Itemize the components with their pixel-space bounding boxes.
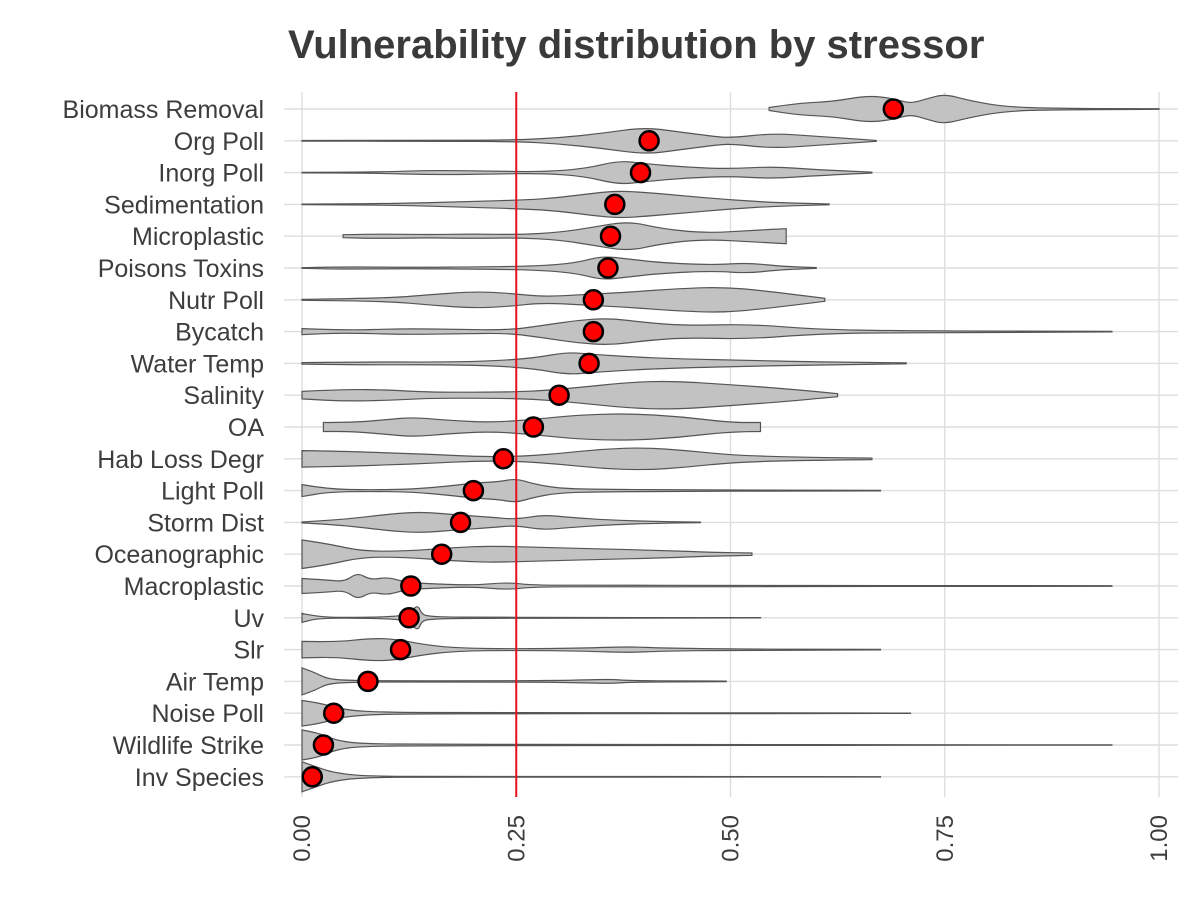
mean-point-poisons-toxins — [597, 257, 619, 279]
violin-inv-species — [301, 760, 882, 793]
category-label: Org Poll — [174, 128, 264, 156]
category-label: OA — [228, 414, 264, 442]
violin-nutr-poll — [301, 287, 826, 313]
category-label: Wildlife Strike — [113, 732, 264, 760]
category-label: Noise Poll — [151, 700, 264, 728]
category-label: Storm Dist — [147, 509, 264, 537]
mean-point-wildlife-strike — [312, 734, 335, 756]
mean-point-salinity — [548, 384, 570, 406]
category-label: Biomass Removal — [63, 96, 264, 124]
mean-point-air-temp — [357, 670, 379, 693]
violin-sedimentation — [301, 190, 830, 219]
category-label: Water Temp — [131, 350, 264, 378]
mean-point-water-temp — [578, 352, 600, 375]
mean-point-inv-species — [301, 766, 324, 788]
mean-point-macroplastic — [400, 575, 422, 597]
violin-water-temp — [301, 352, 907, 375]
category-label: Nutr Poll — [168, 287, 264, 315]
x-tick-label: 0.25 — [503, 815, 530, 862]
violin-hab-loss-degr — [301, 447, 873, 471]
category-label-layer: Biomass Removal Org Poll Inorg Poll Sedimen… — [63, 96, 265, 792]
violin-slr — [301, 638, 882, 662]
category-label: Light Poll — [161, 478, 264, 506]
category-label: Slr — [233, 637, 264, 665]
mean-point-storm-dist — [449, 511, 472, 534]
category-label: Bycatch — [175, 319, 264, 347]
x-tick-label-layer: 0.00 0.25 0.50 0.75 1.00 — [289, 815, 1173, 862]
violin-bycatch — [301, 318, 1113, 345]
violin-noise-poll — [301, 699, 912, 727]
mean-point-org-poll — [638, 130, 660, 152]
mean-point-bycatch — [582, 320, 605, 343]
mean-point-hab-loss-degr — [492, 448, 515, 470]
x-tick-label: 0.50 — [718, 815, 745, 862]
x-tick-label: 1.00 — [1146, 815, 1173, 862]
violin-macroplastic — [301, 573, 1113, 599]
category-label: Inv Species — [135, 764, 264, 792]
mean-point-biomass-removal — [882, 98, 905, 120]
violin-inorg-poll — [301, 161, 873, 185]
mean-point-oceanographic — [430, 543, 453, 565]
violin-poisons-toxins — [301, 256, 817, 280]
x-tick-label: 0.00 — [289, 815, 316, 862]
category-label: Uv — [233, 605, 264, 633]
violin-oceanographic — [301, 539, 753, 570]
violin-biomass-removal — [768, 94, 1160, 124]
category-label: Oceanographic — [94, 541, 264, 569]
violin-light-poll — [301, 478, 882, 503]
category-label: Poisons Toxins — [98, 255, 264, 283]
mean-point-light-poll — [462, 479, 485, 502]
mean-point-uv — [398, 607, 420, 629]
mean-point-noise-poll — [322, 702, 345, 724]
x-tick-label: 0.75 — [932, 815, 959, 862]
category-label: Salinity — [183, 382, 264, 410]
category-label: Hab Loss Degr — [97, 446, 264, 474]
grid-layer — [284, 92, 1178, 797]
mean-point-sedimentation — [604, 193, 626, 216]
mean-point-oa — [522, 416, 545, 438]
violin-storm-dist — [301, 511, 702, 533]
chart-title: Vulnerability distribution by stressor — [288, 23, 984, 67]
category-label: Macroplastic — [124, 573, 264, 601]
category-label: Sedimentation — [104, 191, 264, 219]
category-label: Microplastic — [132, 223, 264, 251]
violin-uv — [301, 606, 762, 630]
violin-org-poll — [301, 128, 877, 154]
violin-wildlife-strike — [301, 729, 1113, 761]
mean-point-slr — [389, 638, 412, 661]
violin-microplastic — [342, 222, 787, 251]
mean-point-nutr-poll — [582, 289, 605, 311]
mean-point-microplastic — [599, 225, 622, 247]
mean-point-inorg-poll — [629, 161, 652, 184]
category-label: Air Temp — [166, 668, 264, 696]
mean-point-layer — [301, 98, 905, 788]
category-label: Inorg Poll — [158, 160, 264, 188]
